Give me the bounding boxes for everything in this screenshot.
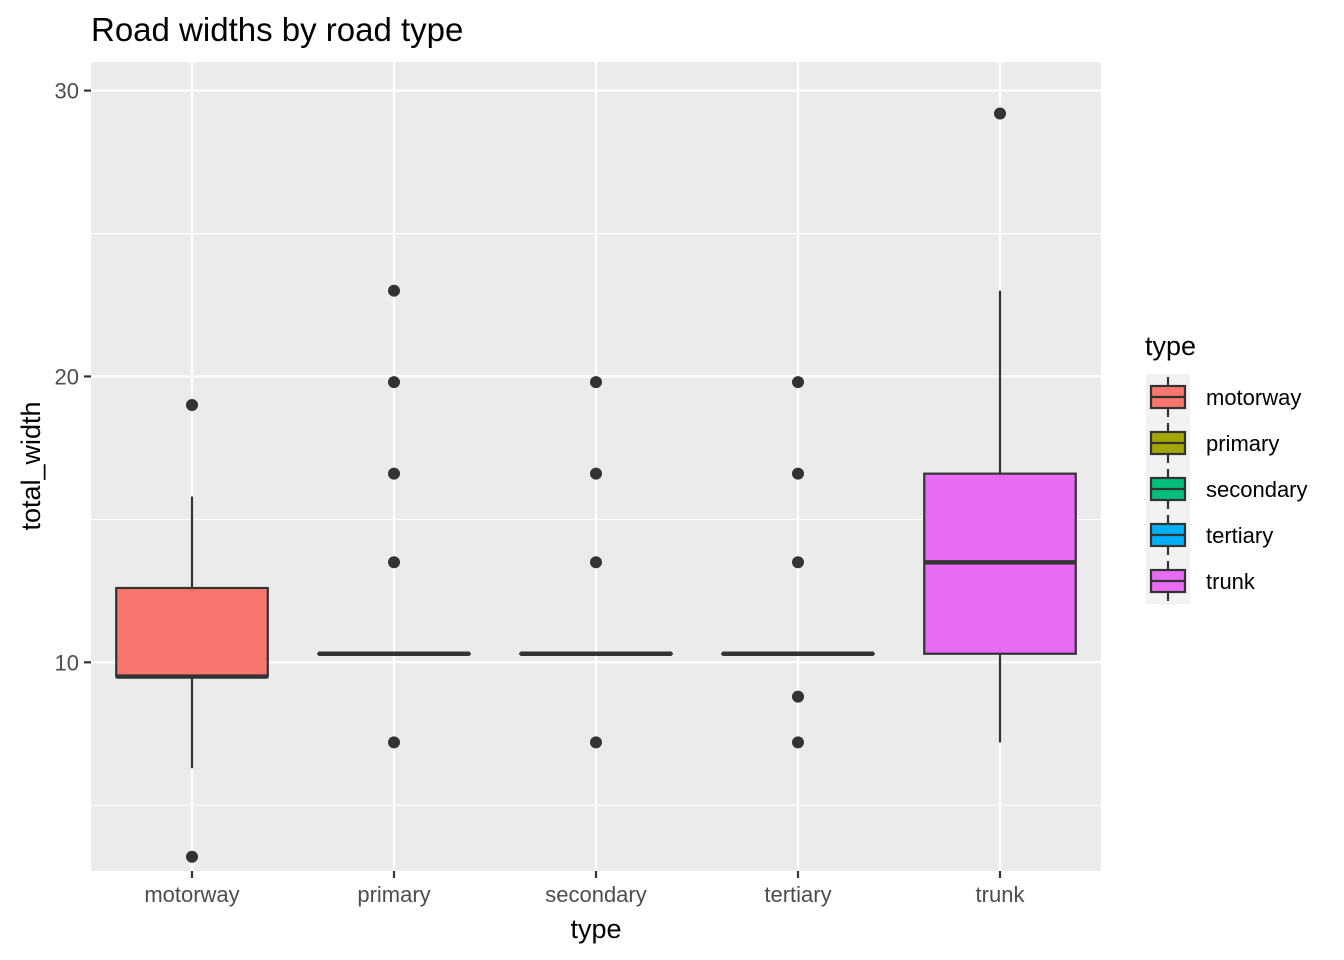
outlier-point: [388, 284, 400, 297]
outlier-point: [590, 556, 602, 569]
chart-title: Road widths by road type: [91, 11, 463, 48]
outlier-point: [388, 736, 400, 749]
legend-label: tertiary: [1206, 523, 1273, 548]
legend-item-primary: primary: [1146, 420, 1279, 466]
box-trunk: [923, 107, 1077, 743]
y-tick-label: 20: [55, 364, 79, 389]
box-tertiary: [721, 376, 875, 749]
legend-item-tertiary: tertiary: [1146, 512, 1273, 558]
outlier-point: [792, 376, 804, 389]
x-tick-label: tertiary: [764, 882, 831, 907]
outlier-point: [590, 467, 602, 480]
x-axis-title: type: [570, 914, 621, 944]
x-tick-label: trunk: [976, 882, 1026, 907]
x-tick-label: secondary: [545, 882, 647, 907]
legend-item-trunk: trunk: [1146, 558, 1256, 604]
outlier-point: [792, 467, 804, 480]
outlier-point: [792, 556, 804, 569]
y-tick-label: 30: [55, 79, 79, 104]
box-primary: [317, 284, 471, 749]
x-axis: motorway primary secondary tertiary trunk: [144, 871, 1025, 907]
x-tick-label: motorway: [144, 882, 239, 907]
legend-item-secondary: secondary: [1146, 466, 1308, 512]
legend-label: primary: [1206, 431, 1279, 456]
legend-label: motorway: [1206, 385, 1301, 410]
y-tick-label: 10: [55, 650, 79, 675]
outlier-point: [792, 690, 804, 703]
y-axis: 10 20 30: [55, 79, 91, 675]
outlier-point: [186, 399, 198, 412]
outlier-point: [590, 376, 602, 389]
legend-label: trunk: [1206, 569, 1256, 594]
legend-label: secondary: [1206, 477, 1308, 502]
legend-title: type: [1145, 331, 1196, 361]
x-tick-label: primary: [357, 882, 430, 907]
legend: type motorway primary secondary tertiary tru…: [1145, 331, 1308, 604]
boxes-layer: [115, 107, 1077, 863]
y-axis-title: total_width: [16, 401, 46, 530]
outlier-point: [994, 107, 1006, 120]
outlier-point: [388, 556, 400, 569]
outlier-point: [590, 736, 602, 749]
outlier-point: [388, 467, 400, 480]
outlier-point: [792, 736, 804, 749]
outlier-point: [186, 850, 198, 863]
outlier-point: [388, 376, 400, 389]
legend-item-motorway: motorway: [1146, 374, 1301, 420]
box-body: [115, 586, 269, 678]
box-secondary: [519, 376, 673, 749]
box-motorway: [115, 399, 269, 863]
